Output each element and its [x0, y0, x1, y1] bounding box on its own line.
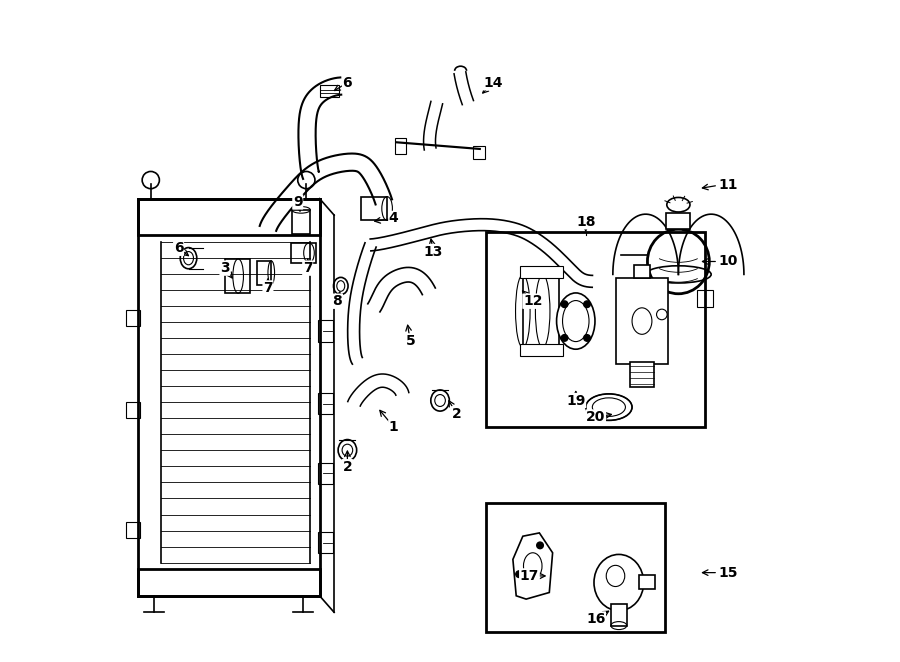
- Ellipse shape: [647, 229, 709, 294]
- Bar: [361, 197, 387, 220]
- Text: 15: 15: [718, 565, 738, 580]
- Text: 4: 4: [389, 211, 399, 226]
- Text: 8: 8: [333, 294, 342, 308]
- Ellipse shape: [667, 197, 690, 212]
- Circle shape: [584, 334, 590, 341]
- Text: 19: 19: [566, 393, 586, 408]
- Bar: [473, 146, 485, 159]
- Text: 7: 7: [263, 281, 273, 295]
- Bar: [486, 232, 705, 427]
- Ellipse shape: [586, 394, 632, 420]
- Text: 6: 6: [174, 241, 184, 256]
- Bar: [639, 575, 655, 589]
- Text: 18: 18: [576, 214, 596, 229]
- Bar: [319, 393, 333, 414]
- Text: 20: 20: [586, 410, 606, 424]
- Ellipse shape: [556, 293, 595, 350]
- Bar: [126, 522, 140, 538]
- Bar: [519, 266, 562, 278]
- Bar: [319, 463, 333, 484]
- Bar: [697, 291, 713, 307]
- Text: 6: 6: [343, 75, 352, 90]
- Bar: [395, 138, 406, 154]
- Text: 7: 7: [303, 261, 312, 275]
- Bar: [486, 503, 665, 632]
- Text: 3: 3: [220, 261, 230, 275]
- Text: 18: 18: [576, 218, 596, 232]
- Circle shape: [584, 301, 590, 308]
- Text: 13: 13: [424, 244, 443, 259]
- Circle shape: [516, 571, 522, 577]
- Bar: [611, 604, 626, 626]
- Bar: [225, 259, 250, 293]
- Bar: [320, 85, 339, 97]
- Bar: [256, 261, 271, 285]
- Bar: [126, 310, 140, 326]
- Circle shape: [562, 301, 568, 308]
- Bar: [138, 199, 320, 235]
- Bar: [126, 402, 140, 418]
- Bar: [138, 569, 320, 596]
- Text: 9: 9: [292, 195, 302, 209]
- Text: 11: 11: [718, 178, 738, 193]
- Text: 1: 1: [389, 420, 399, 434]
- Text: 14: 14: [483, 75, 503, 90]
- Bar: [667, 213, 690, 229]
- Text: 2: 2: [452, 406, 462, 421]
- Bar: [292, 210, 310, 234]
- Bar: [519, 344, 562, 356]
- Circle shape: [536, 542, 544, 549]
- Text: 17: 17: [520, 569, 539, 583]
- Bar: [291, 243, 316, 263]
- Bar: [630, 362, 654, 387]
- Text: 10: 10: [718, 254, 737, 269]
- Bar: [523, 275, 559, 348]
- Bar: [644, 291, 660, 307]
- Bar: [319, 532, 333, 553]
- Circle shape: [562, 334, 568, 341]
- Text: 12: 12: [523, 294, 543, 308]
- Ellipse shape: [594, 555, 644, 610]
- Bar: [319, 320, 333, 342]
- Bar: [616, 278, 669, 364]
- Bar: [634, 265, 650, 278]
- Polygon shape: [513, 533, 553, 599]
- Text: 5: 5: [405, 334, 415, 348]
- Text: 2: 2: [343, 459, 352, 474]
- Text: 16: 16: [586, 612, 606, 626]
